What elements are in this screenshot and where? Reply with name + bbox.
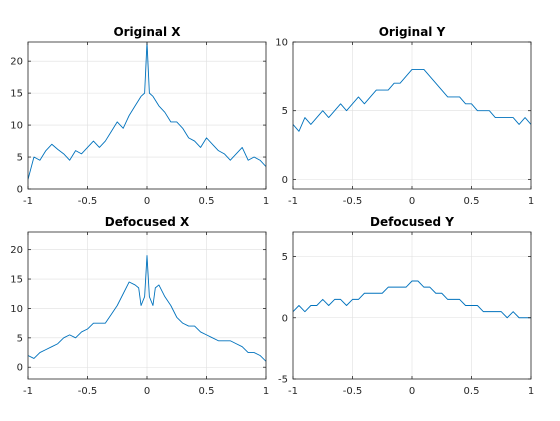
y-tick-label: 10 — [10, 304, 23, 315]
x-tick-label: 1 — [263, 196, 269, 207]
x-tick-label: 1 — [263, 386, 269, 397]
x-tick-label: 0.5 — [464, 196, 480, 207]
subplot-defocused-y: -1 -0.5 0 0.5 1 -5 0 5 Defocused Y — [278, 215, 534, 397]
y-tick-label: -5 — [278, 375, 288, 386]
y-tick-label: 5 — [282, 106, 288, 117]
y-tick-label: 15 — [10, 89, 23, 100]
x-tick-label: 0.5 — [199, 386, 215, 397]
x-tick-label: -1 — [23, 386, 33, 397]
y-tick-label: 5 — [17, 153, 23, 164]
subplot-title-original-y: Original Y — [379, 25, 446, 39]
x-tick-label: -0.5 — [343, 196, 363, 207]
y-tick-label: 0 — [282, 313, 288, 324]
x-tick-label: -1 — [288, 196, 298, 207]
y-tick-label: 10 — [275, 38, 288, 49]
y-tick-label: 0 — [17, 185, 23, 196]
x-tick-label: 0 — [144, 386, 150, 397]
series-line-defocused-x — [28, 255, 266, 362]
subplot-title-defocused-x: Defocused X — [105, 215, 190, 229]
x-tick-label: -1 — [23, 196, 33, 207]
x-tick-label: 0 — [144, 196, 150, 207]
x-tick-label: 1 — [528, 196, 534, 207]
x-tick-label: 0 — [409, 196, 415, 207]
y-tick-label: 20 — [10, 245, 23, 256]
y-tick-label: 0 — [282, 175, 288, 186]
series-line-defocused-y — [293, 280, 531, 319]
y-tick-label: 0 — [17, 363, 23, 374]
x-tick-label: -1 — [288, 386, 298, 397]
x-tick-label: 1 — [528, 386, 534, 397]
y-tick-label: 5 — [17, 333, 23, 344]
y-tick-label: 15 — [10, 275, 23, 286]
subplot-title-original-x: Original X — [113, 25, 181, 39]
x-tick-label: 0 — [409, 386, 415, 397]
x-tick-label: 0.5 — [464, 386, 480, 397]
y-tick-label: 5 — [282, 252, 288, 263]
x-tick-label: -0.5 — [343, 386, 363, 397]
subplot-title-defocused-y: Defocused Y — [370, 215, 454, 229]
y-tick-label: 20 — [10, 57, 23, 68]
y-tick-label: 10 — [10, 121, 23, 132]
x-tick-label: -0.5 — [78, 386, 98, 397]
x-tick-label: 0.5 — [199, 196, 215, 207]
series-line-original-x — [28, 42, 266, 180]
series-line-original-y — [293, 69, 531, 132]
x-tick-label: -0.5 — [78, 196, 98, 207]
